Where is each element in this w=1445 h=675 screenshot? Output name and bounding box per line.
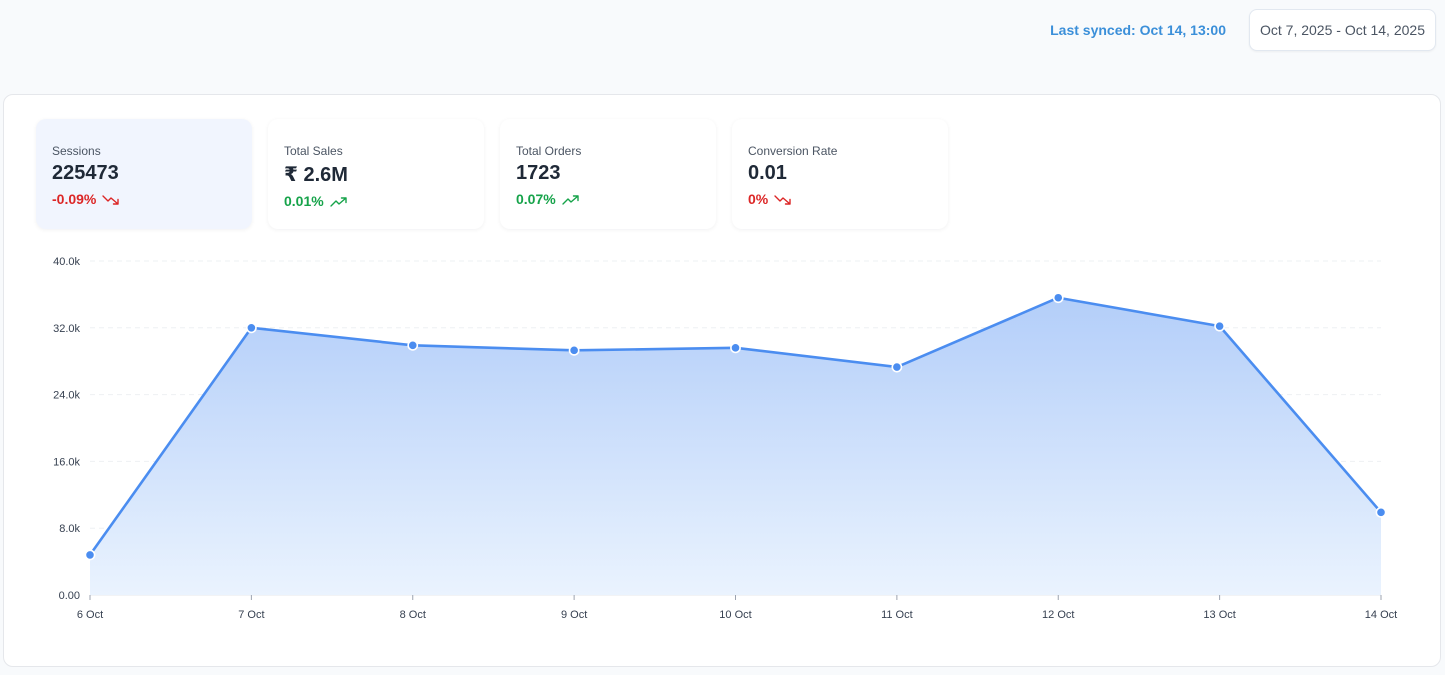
kpi-delta: 0.07% xyxy=(516,191,700,207)
sessions-area-chart: 0.00 8.0k 16.0k 24.0k 32.0k 40.0k 6 Oct 7 Oct 8 … xyxy=(53,256,1397,621)
data-point xyxy=(84,549,96,561)
x-tick-label: 13 Oct xyxy=(1203,609,1235,621)
kpi-card-sessions[interactable]: Sessions 225473 -0.09% xyxy=(36,119,252,229)
y-tick-label: 16.0k xyxy=(53,456,80,468)
trend-down-icon xyxy=(774,193,792,205)
y-tick-label: 32.0k xyxy=(53,323,80,335)
kpi-label: Conversion Rate xyxy=(748,144,838,158)
data-point xyxy=(245,322,257,334)
x-tick-label: 9 Oct xyxy=(561,609,587,621)
y-tick-label: 40.0k xyxy=(53,256,80,268)
data-point xyxy=(891,361,903,373)
kpi-label: Total Orders xyxy=(516,144,582,158)
y-tick-label: 8.0k xyxy=(59,523,80,535)
date-range-picker[interactable]: Oct 7, 2025 - Oct 14, 2025 xyxy=(1249,9,1436,51)
last-synced-text: Last synced: Oct 14, 13:00 xyxy=(1050,22,1226,38)
kpi-card-conversion-rate[interactable]: Conversion Rate 0.01 0% xyxy=(732,119,948,229)
x-tick-label: 10 Oct xyxy=(719,609,751,621)
trend-up-icon xyxy=(330,195,348,207)
kpi-label: Sessions xyxy=(52,144,101,158)
data-point xyxy=(568,344,580,356)
kpi-card-total-orders[interactable]: Total Orders 1723 0.07% xyxy=(500,119,716,229)
kpi-delta: 0.01% xyxy=(284,193,468,209)
kpi-delta-text: 0.01% xyxy=(284,193,324,209)
x-tick-label: 8 Oct xyxy=(400,609,426,621)
kpi-card-total-sales[interactable]: Total Sales ₹ 2.6M 0.01% xyxy=(268,119,484,229)
kpi-delta-text: 0% xyxy=(748,191,769,207)
series-area xyxy=(90,297,1381,595)
x-tick-label: 14 Oct xyxy=(1365,609,1397,621)
kpi-row: Sessions 225473 -0.09% Total Sales ₹ 2.6… xyxy=(36,119,948,229)
trend-up-icon xyxy=(562,193,580,205)
kpi-delta: -0.09% xyxy=(52,191,236,207)
data-point xyxy=(407,339,419,351)
kpi-value: 225473 xyxy=(52,162,119,184)
kpi-value: ₹ 2.6M xyxy=(284,164,348,186)
kpi-label: Total Sales xyxy=(284,144,343,158)
x-tick-label: 11 Oct xyxy=(881,609,913,621)
kpi-value: 1723 xyxy=(516,162,561,184)
x-tick-label: 7 Oct xyxy=(238,609,264,621)
x-tick-label: 12 Oct xyxy=(1042,609,1074,621)
y-tick-label: 24.0k xyxy=(53,390,80,402)
trend-down-icon xyxy=(102,193,120,205)
y-tick-label: 0.00 xyxy=(59,590,80,602)
x-tick-label: 6 Oct xyxy=(77,609,103,621)
top-bar: Last synced: Oct 14, 13:00 Oct 7, 2025 -… xyxy=(1050,9,1436,51)
data-point xyxy=(1214,320,1226,332)
data-point xyxy=(1375,506,1387,518)
data-point xyxy=(730,342,741,354)
kpi-delta-text: 0.07% xyxy=(516,191,556,207)
kpi-delta: 0% xyxy=(748,191,932,207)
kpi-value: 0.01 xyxy=(748,162,787,184)
kpi-delta-text: -0.09% xyxy=(52,191,97,207)
dashboard-panel: Sessions 225473 -0.09% Total Sales ₹ 2.6… xyxy=(3,94,1441,667)
data-point xyxy=(1052,292,1064,304)
